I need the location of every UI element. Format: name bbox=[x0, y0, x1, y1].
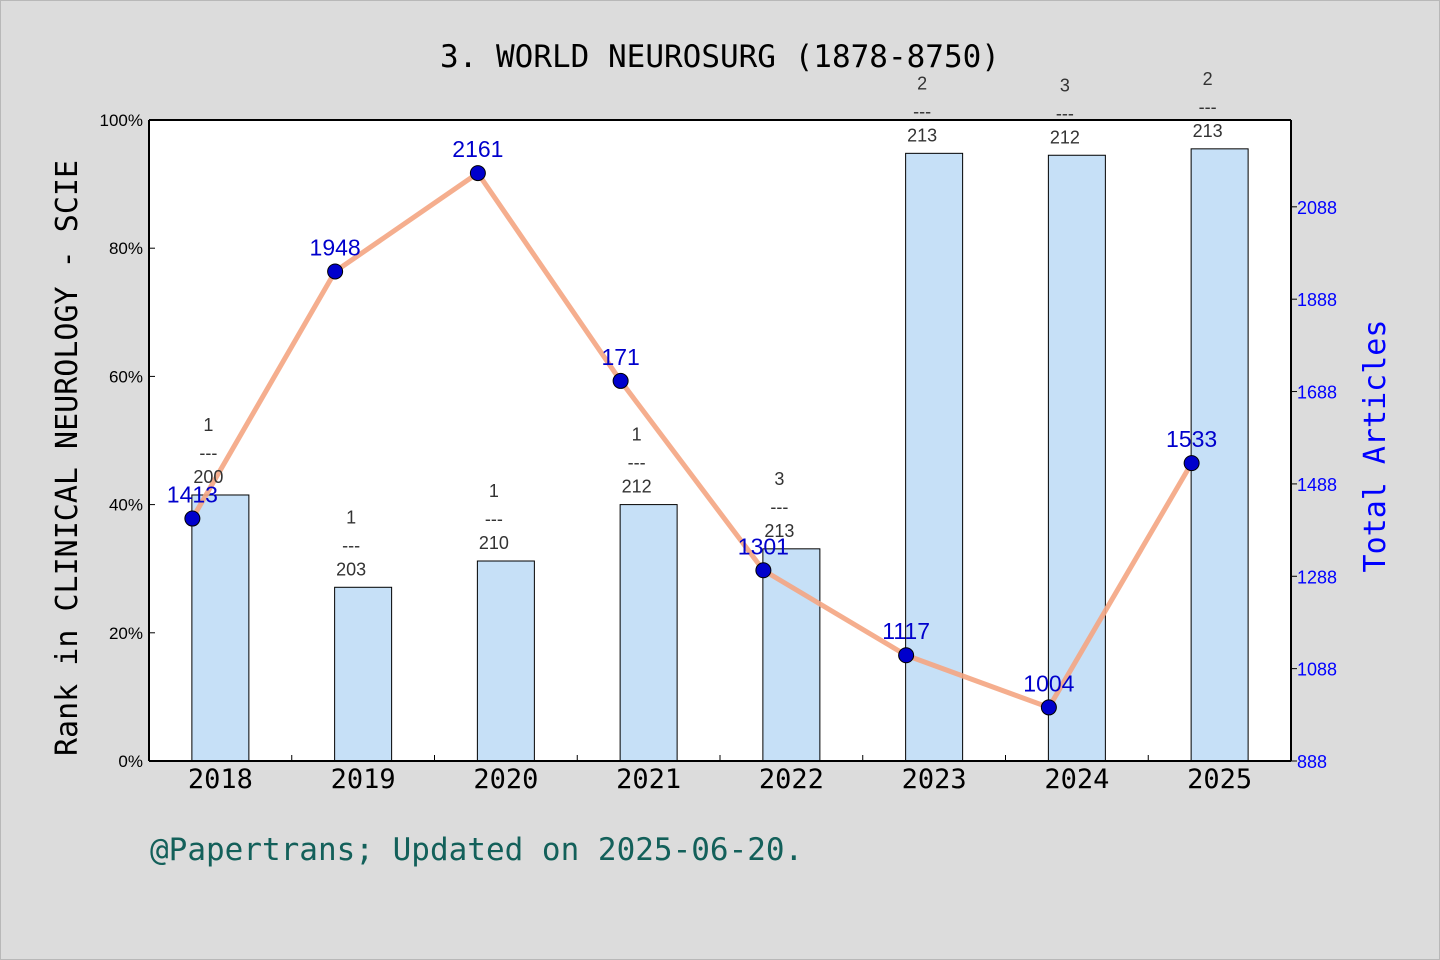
x-tick-label: 2019 bbox=[331, 764, 396, 795]
articles-point-2018 bbox=[184, 510, 201, 527]
articles-label-2023: 1117 bbox=[882, 618, 930, 644]
right-tick-label: 1088 bbox=[1297, 660, 1337, 680]
bar-2018 bbox=[191, 494, 250, 762]
rank-total-2022: 213 bbox=[764, 521, 794, 541]
right-tick-label: 1888 bbox=[1297, 290, 1337, 310]
rank-sep-2025: --- bbox=[1199, 97, 1217, 117]
articles-label-2018: 1413 bbox=[167, 482, 218, 508]
bar-2023 bbox=[905, 152, 964, 762]
rank-total-2024: 212 bbox=[1050, 127, 1080, 147]
rank-label-2019: 1 bbox=[346, 507, 356, 527]
left-tick-label: 80% bbox=[109, 239, 143, 258]
x-tick-label: 2021 bbox=[616, 764, 681, 795]
left-axis-label: Rank in CLINICAL NEUROLOGY - SCIE bbox=[50, 160, 85, 756]
rank-total-2019: 203 bbox=[336, 559, 366, 579]
rank-label-2021: 1 bbox=[632, 425, 642, 445]
articles-line bbox=[190, 170, 1194, 710]
left-tick-label: 100% bbox=[100, 111, 143, 130]
rank-sep-2019: --- bbox=[342, 535, 360, 555]
plot-area bbox=[149, 120, 1291, 761]
right-tick-label: 2088 bbox=[1297, 198, 1337, 218]
articles-label-2020: 2161 bbox=[452, 136, 503, 162]
rank-label-2023: 2 bbox=[917, 73, 927, 93]
x-tick-label: 2024 bbox=[1044, 764, 1109, 795]
rank-sep-2018: --- bbox=[199, 443, 217, 463]
bar-2019 bbox=[334, 586, 393, 762]
rank-label-2024: 3 bbox=[1060, 75, 1070, 95]
rank-total-2021: 212 bbox=[622, 477, 652, 497]
rank-sep-2020: --- bbox=[485, 509, 503, 529]
articles-point-2022 bbox=[755, 562, 772, 579]
rank-sep-2023: --- bbox=[913, 101, 931, 121]
x-tick-label: 2025 bbox=[1187, 764, 1252, 795]
articles-point-2019 bbox=[327, 263, 344, 280]
right-tick-label: 1688 bbox=[1297, 383, 1337, 403]
left-tick-label: 20% bbox=[109, 624, 143, 643]
articles-point-2020 bbox=[469, 165, 486, 182]
bar-2025 bbox=[1190, 148, 1249, 762]
rank-label-2022: 3 bbox=[774, 469, 784, 489]
x-tick-label: 2022 bbox=[759, 764, 824, 795]
right-tick-label: 1488 bbox=[1297, 475, 1337, 495]
articles-point-2021 bbox=[612, 372, 629, 389]
bar-2022 bbox=[762, 548, 821, 762]
articles-label-2019: 1948 bbox=[310, 234, 361, 260]
bar-2021 bbox=[619, 504, 678, 762]
rank-label-2025: 2 bbox=[1203, 69, 1213, 89]
chart-title: 3. WORLD NEUROSURG (1878-8750) bbox=[440, 39, 1000, 75]
rank-total-2020: 210 bbox=[479, 533, 509, 553]
x-tick-label: 2020 bbox=[473, 764, 538, 795]
rank-sep-2024: --- bbox=[1056, 103, 1074, 123]
left-tick-label: 40% bbox=[109, 496, 143, 515]
rank-total-2025: 213 bbox=[1193, 121, 1223, 141]
articles-point-2025 bbox=[1183, 455, 1200, 472]
rank-total-2023: 213 bbox=[907, 125, 937, 145]
rank-label-2018: 1 bbox=[203, 415, 213, 435]
bar-2020 bbox=[476, 560, 535, 762]
footer-note: @Papertrans; Updated on 2025-06-20. bbox=[150, 832, 804, 868]
x-tick-label: 2023 bbox=[902, 764, 967, 795]
right-axis-label: Total Articles bbox=[1358, 320, 1393, 573]
rank-total-2018: 200 bbox=[193, 467, 223, 487]
rank-sep-2021: --- bbox=[628, 453, 646, 473]
articles-label-2021: 171 bbox=[601, 344, 639, 370]
right-tick-label: 1288 bbox=[1297, 567, 1337, 587]
rank-label-2020: 1 bbox=[489, 481, 499, 501]
rank-sep-2022: --- bbox=[770, 497, 788, 517]
articles-point-2024 bbox=[1040, 699, 1057, 716]
right-tick-label: 888 bbox=[1297, 752, 1327, 772]
articles-label-2025: 1533 bbox=[1166, 426, 1217, 452]
articles-label-2024: 1004 bbox=[1023, 670, 1074, 696]
articles-label-2022: 1301 bbox=[738, 533, 789, 559]
articles-point-2023 bbox=[898, 647, 915, 664]
x-tick-label: 2018 bbox=[188, 764, 253, 795]
left-tick-label: 60% bbox=[109, 367, 143, 386]
left-tick-label: 0% bbox=[118, 752, 143, 771]
